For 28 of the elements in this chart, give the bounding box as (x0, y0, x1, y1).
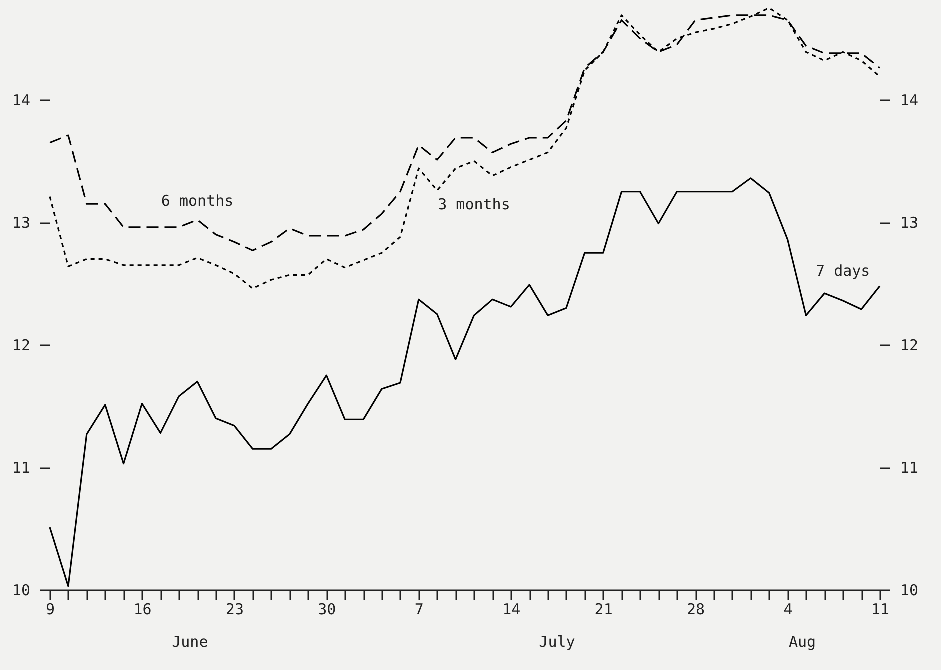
x-tick-label: 28 (687, 600, 706, 618)
x-tick-label: 9 (46, 600, 56, 618)
y2-tick-label: 14 (900, 92, 919, 110)
text: Aug (788, 633, 816, 651)
text: June (172, 633, 208, 651)
line-series (49, 7, 881, 290)
series-label: 7 days (816, 262, 870, 280)
x-tick-label: 14 (502, 600, 521, 618)
y-tick-label: 13 (12, 214, 30, 232)
y-tick-label: 12 (12, 336, 30, 354)
x-tick-label: 11 (871, 600, 890, 618)
y2-tick-label: 10 (900, 582, 919, 600)
line-series (49, 178, 881, 588)
text: July (539, 633, 576, 651)
x-tick-label: 30 (318, 600, 336, 618)
x-tick-label: 7 (414, 600, 424, 618)
x-tick-label: 16 (134, 600, 152, 618)
y-tick-label: 14 (12, 92, 30, 110)
y2-tick-label: 13 (900, 214, 919, 232)
y-tick-label: 11 (12, 459, 30, 477)
x-tick-label: 23 (226, 600, 244, 618)
series-label: 6 months (161, 192, 234, 210)
series-label: 3 months (438, 195, 510, 214)
y-tick-label: 10 (12, 582, 30, 600)
x-tick-label: 4 (784, 600, 793, 618)
y2-tick-label: 12 (900, 336, 919, 354)
y2-tick-label: 11 (900, 459, 919, 477)
x-tick-label: 21 (594, 600, 613, 618)
